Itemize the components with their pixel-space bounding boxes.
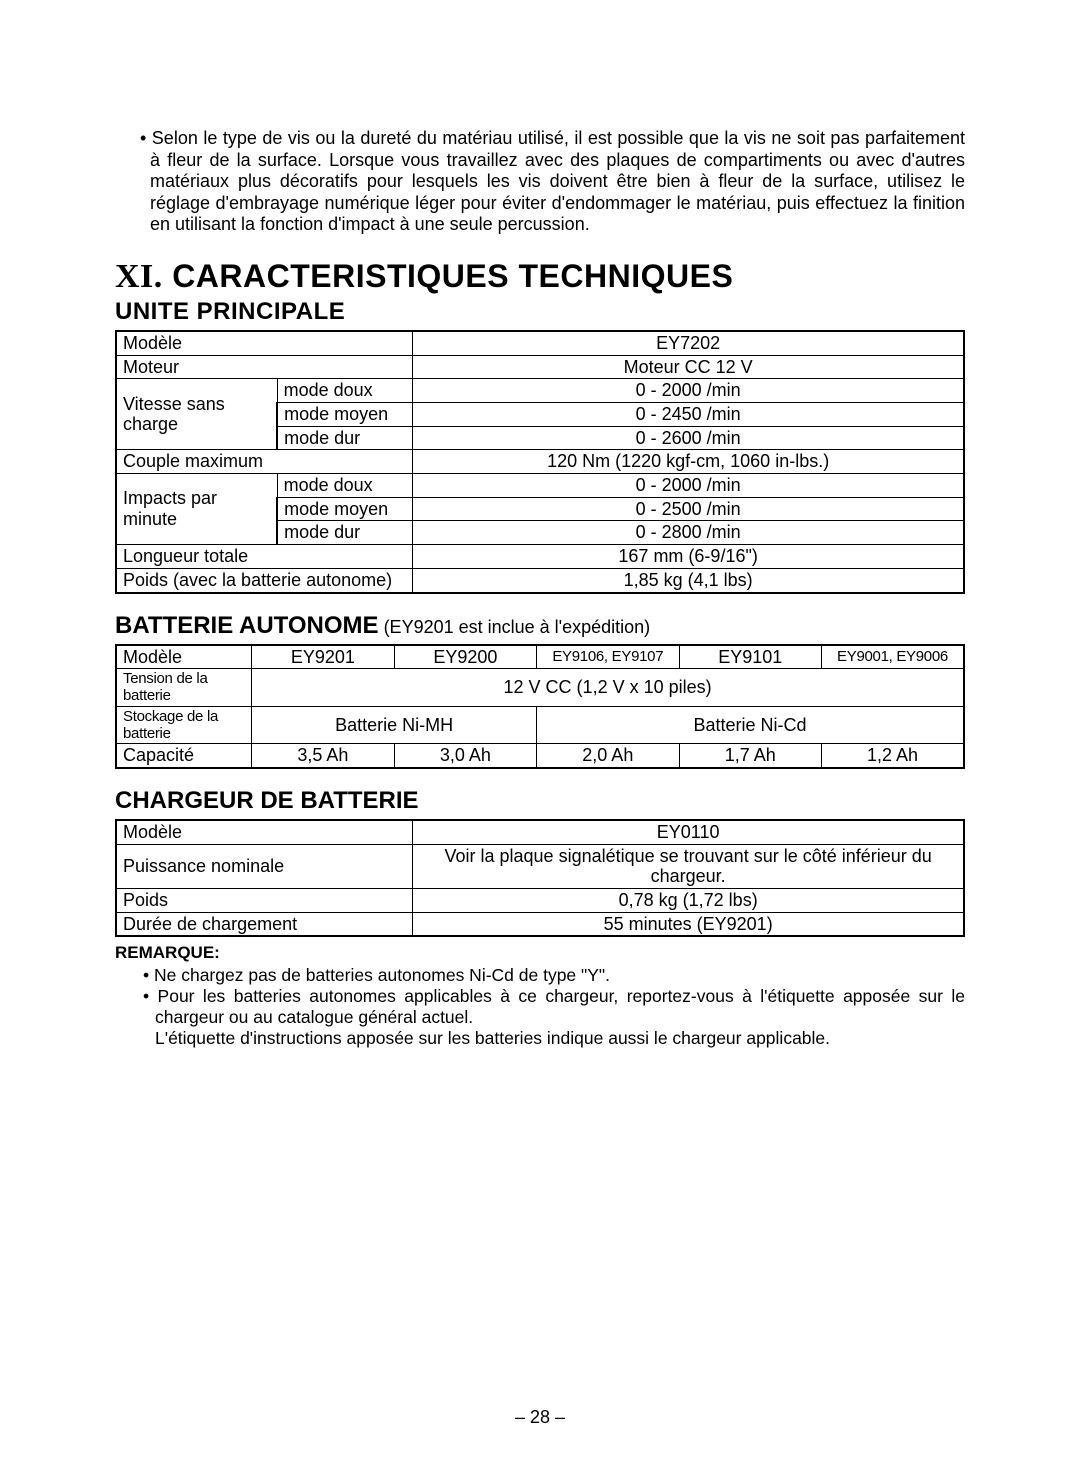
- mode-hard: mode dur: [277, 426, 413, 450]
- table-row: Poids (avec la batterie autonome) 1,85 k…: [116, 568, 964, 592]
- c3: 2,0 Ah: [537, 744, 679, 768]
- table-row: Vitesse sans charge mode doux 0 - 2000 /…: [116, 379, 964, 403]
- model-label: Modèle: [116, 645, 252, 669]
- time-label: Durée de chargement: [116, 912, 413, 936]
- table-row: Modèle EY0110: [116, 820, 964, 844]
- page-number: – 28 –: [0, 1407, 1080, 1428]
- mode-med: mode moyen: [277, 497, 413, 521]
- model-label: Modèle: [116, 331, 413, 355]
- model-value: EY7202: [413, 331, 964, 355]
- battery-heading: BATTERIE AUTONOME: [115, 612, 379, 639]
- table-row: Modèle EY9201 EY9200 EY9106, EY9107 EY91…: [116, 645, 964, 669]
- intro-paragraph: • Selon le type de vis ou la dureté du m…: [115, 128, 965, 236]
- remarque-label: REMARQUE:: [115, 943, 965, 963]
- battery-table: Modèle EY9201 EY9200 EY9106, EY9107 EY91…: [115, 644, 965, 769]
- note-1: • Ne chargez pas de batteries autonomes …: [155, 965, 965, 986]
- weight-value: 1,85 kg (4,1 lbs): [413, 568, 964, 592]
- noload-label: Vitesse sans charge: [116, 379, 277, 450]
- table-row: Modèle EY7202: [116, 331, 964, 355]
- motor-label: Moteur: [116, 355, 413, 379]
- table-row: Longueur totale 167 mm (6-9/16"): [116, 545, 964, 569]
- m2: EY9200: [394, 645, 536, 669]
- noload-soft: 0 - 2000 /min: [413, 379, 964, 403]
- mode-soft: mode doux: [277, 379, 413, 403]
- section-heading: XI. CARACTERISTIQUES TECHNIQUES: [115, 258, 965, 296]
- m3: EY9106, EY9107: [537, 645, 679, 669]
- ipm-med: 0 - 2500 /min: [413, 497, 964, 521]
- power-label: Puissance nominale: [116, 844, 413, 888]
- nimh: Batterie Ni-MH: [252, 706, 537, 744]
- section-roman: XI.: [115, 258, 163, 295]
- intro-bullet: •: [140, 128, 152, 148]
- remarque-notes: • Ne chargez pas de batteries autonomes …: [115, 965, 965, 1049]
- voltage-value: 12 V CC (1,2 V x 10 piles): [252, 669, 964, 707]
- battery-heading-note: (EY9201 est inclue à l'expédition): [379, 617, 651, 637]
- torque-label: Couple maximum: [116, 450, 413, 474]
- model-label: Modèle: [116, 820, 413, 844]
- c2: 3,0 Ah: [394, 744, 536, 768]
- unit-heading: UNITE PRINCIPALE: [115, 298, 965, 326]
- weight-label: Poids: [116, 888, 413, 912]
- mode-soft: mode doux: [277, 474, 413, 498]
- power-value: Voir la plaque signalétique se trouvant …: [413, 844, 964, 888]
- voltage-label: Tension de la batterie: [116, 669, 252, 707]
- weight-label: Poids (avec la batterie autonome): [116, 568, 413, 592]
- table-row: Durée de chargement 55 minutes (EY9201): [116, 912, 964, 936]
- model-value: EY0110: [413, 820, 964, 844]
- table-row: Capacité 3,5 Ah 3,0 Ah 2,0 Ah 1,7 Ah 1,2…: [116, 744, 964, 768]
- noload-med: 0 - 2450 /min: [413, 403, 964, 427]
- c5: 1,2 Ah: [821, 744, 964, 768]
- intro-text: Selon le type de vis ou la dureté du mat…: [150, 128, 965, 234]
- page: • Selon le type de vis ou la dureté du m…: [0, 0, 1080, 1464]
- battery-heading-line: BATTERIE AUTONOME (EY9201 est inclue à l…: [115, 612, 965, 640]
- nicd: Batterie Ni-Cd: [537, 706, 964, 744]
- table-row: Couple maximum 120 Nm (1220 kgf-cm, 1060…: [116, 450, 964, 474]
- table-row: Tension de la batterie 12 V CC (1,2 V x …: [116, 669, 964, 707]
- weight-value: 0,78 kg (1,72 lbs): [413, 888, 964, 912]
- table-row: Poids 0,78 kg (1,72 lbs): [116, 888, 964, 912]
- table-row: Stockage de la batterie Batterie Ni-MH B…: [116, 706, 964, 744]
- m1: EY9201: [252, 645, 394, 669]
- section-title: CARACTERISTIQUES TECHNIQUES: [163, 258, 733, 294]
- length-label: Longueur totale: [116, 545, 413, 569]
- m5: EY9001, EY9006: [821, 645, 964, 669]
- charger-table: Modèle EY0110 Puissance nominale Voir la…: [115, 819, 965, 937]
- capacity-label: Capacité: [116, 744, 252, 768]
- storage-label: Stockage de la batterie: [116, 706, 252, 744]
- mode-med: mode moyen: [277, 403, 413, 427]
- table-row: Moteur Moteur CC 12 V: [116, 355, 964, 379]
- c1: 3,5 Ah: [252, 744, 394, 768]
- table-row: Impacts par minute mode doux 0 - 2000 /m…: [116, 474, 964, 498]
- ipm-label: Impacts par minute: [116, 474, 277, 545]
- c4: 1,7 Ah: [679, 744, 821, 768]
- length-value: 167 mm (6-9/16"): [413, 545, 964, 569]
- motor-value: Moteur CC 12 V: [413, 355, 964, 379]
- ipm-soft: 0 - 2000 /min: [413, 474, 964, 498]
- noload-hard: 0 - 2600 /min: [413, 426, 964, 450]
- note-3: L'étiquette d'instructions apposée sur l…: [155, 1028, 965, 1049]
- time-value: 55 minutes (EY9201): [413, 912, 964, 936]
- main-unit-table: Modèle EY7202 Moteur Moteur CC 12 V Vite…: [115, 330, 965, 594]
- mode-hard: mode dur: [277, 521, 413, 545]
- ipm-hard: 0 - 2800 /min: [413, 521, 964, 545]
- m4: EY9101: [679, 645, 821, 669]
- note-2: • Pour les batteries autonomes applicabl…: [155, 986, 965, 1028]
- table-row: Puissance nominale Voir la plaque signal…: [116, 844, 964, 888]
- charger-heading: CHARGEUR DE BATTERIE: [115, 787, 965, 815]
- torque-value: 120 Nm (1220 kgf-cm, 1060 in-lbs.): [413, 450, 964, 474]
